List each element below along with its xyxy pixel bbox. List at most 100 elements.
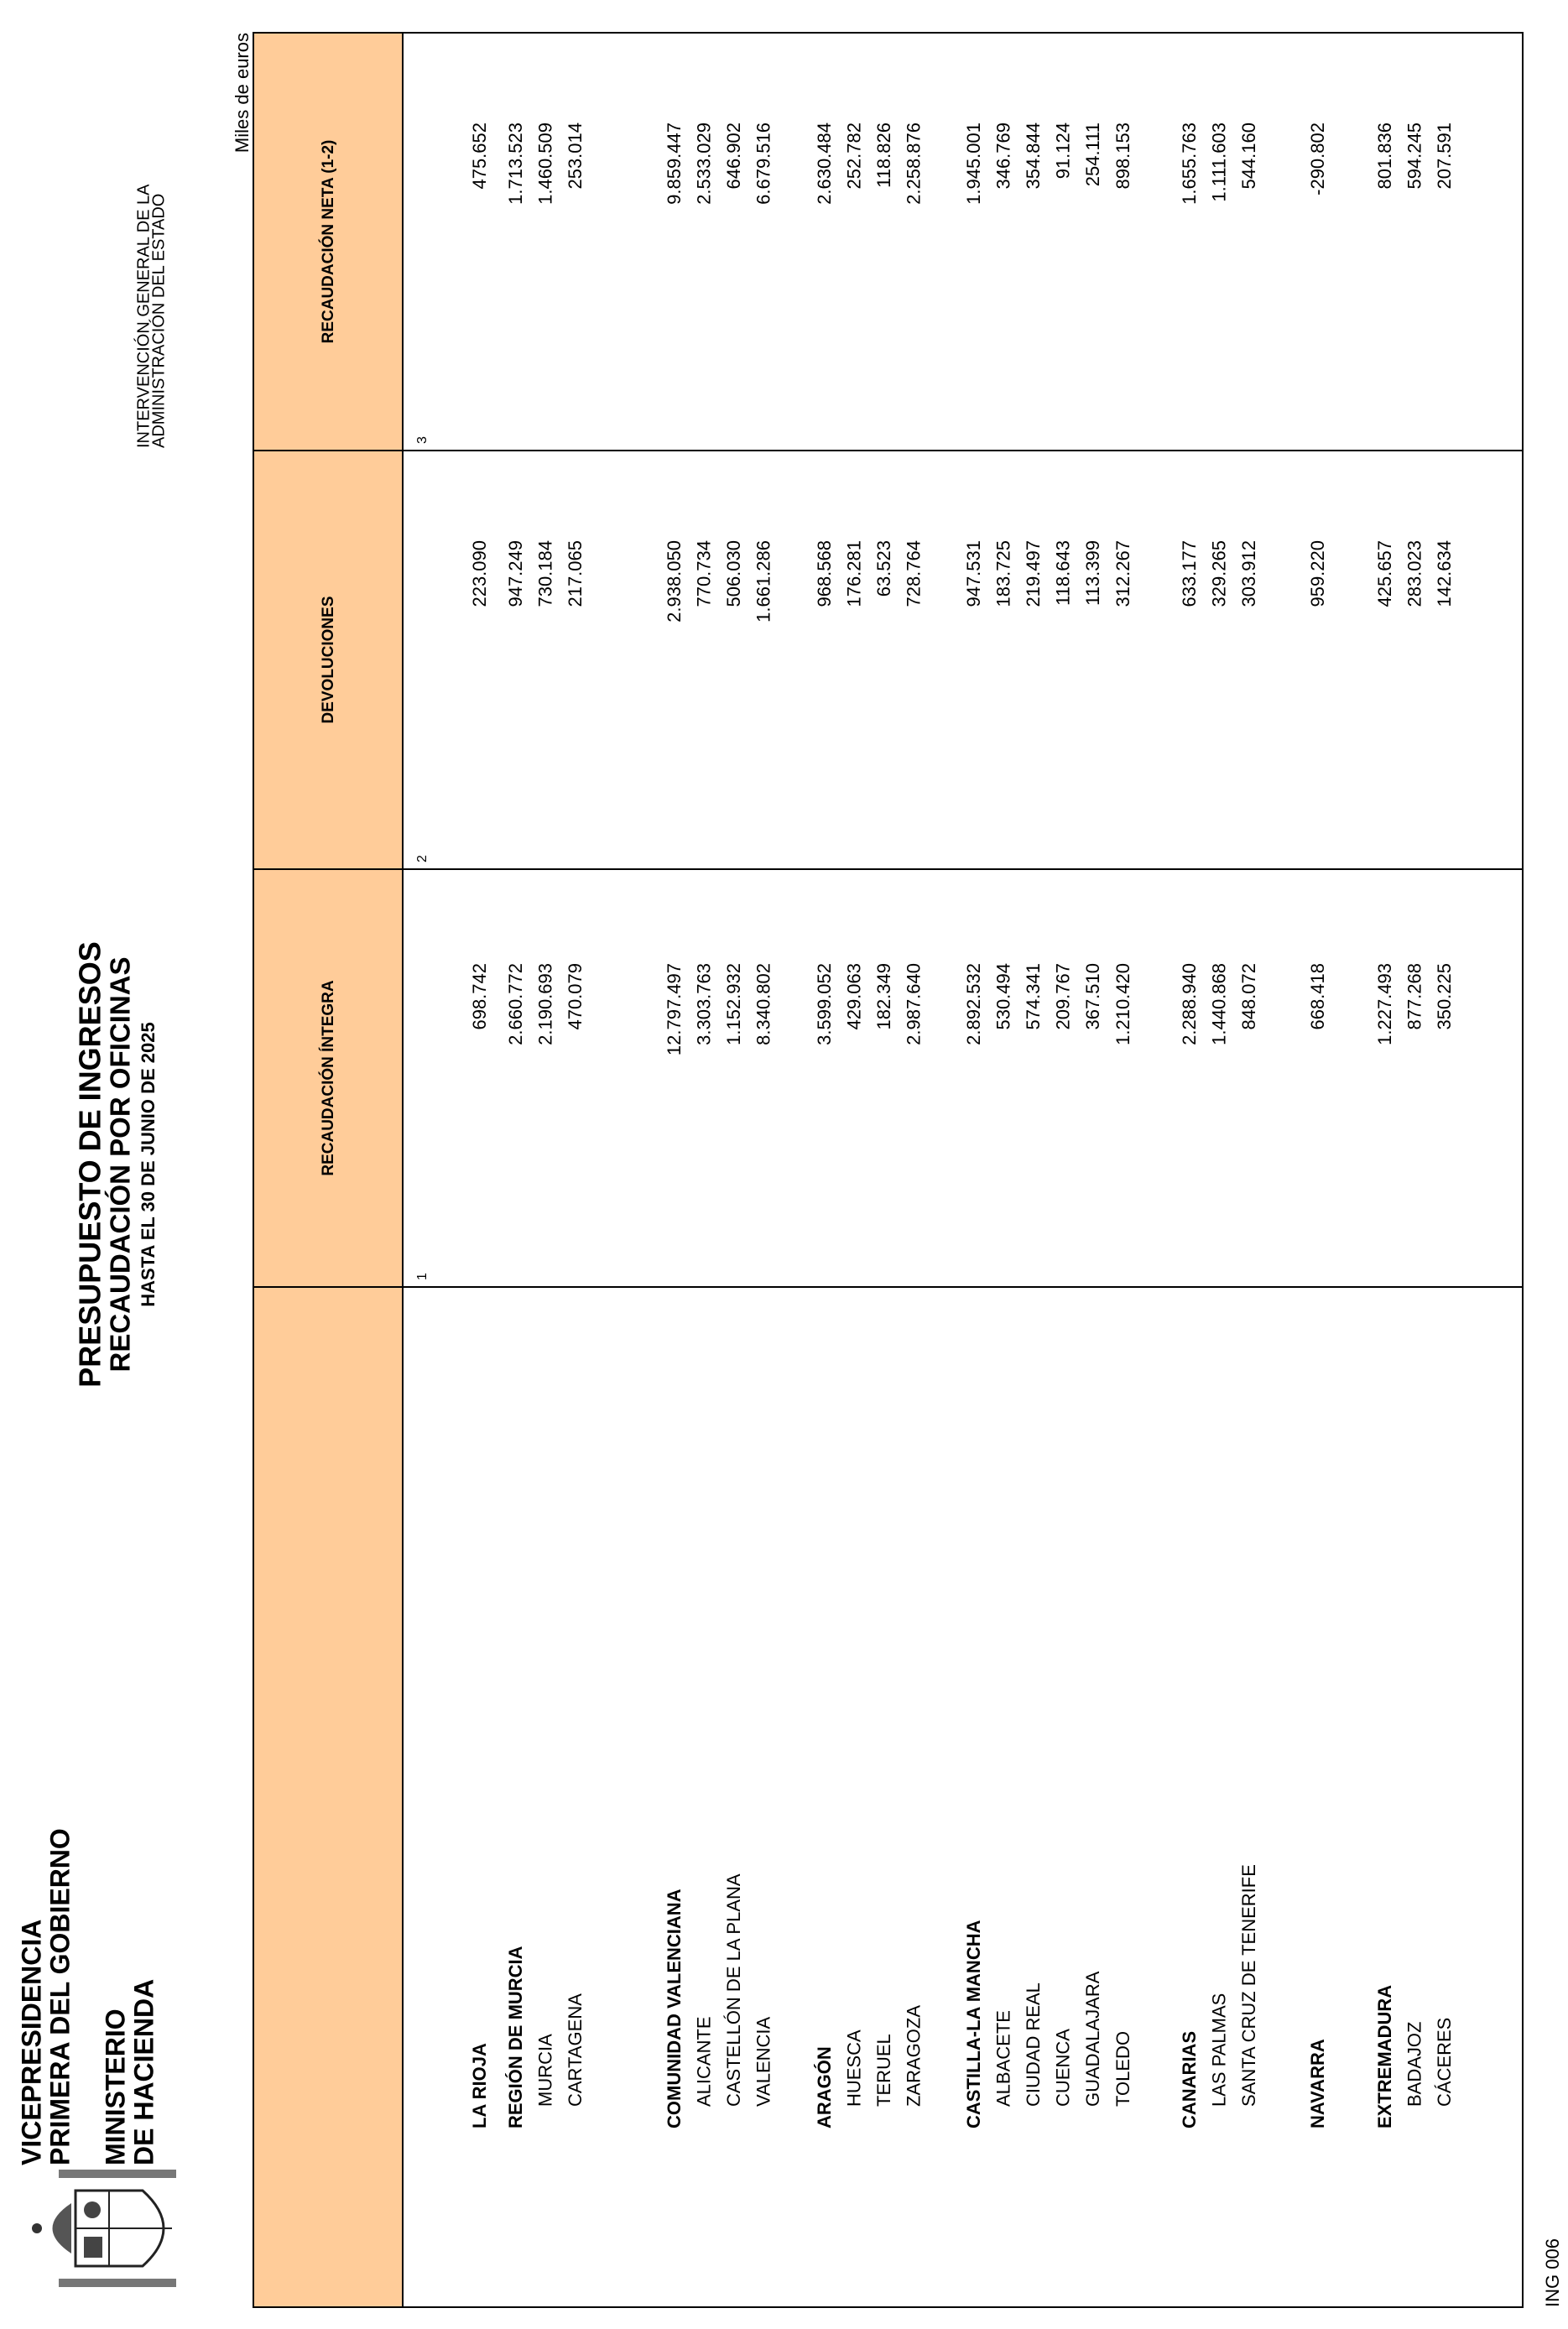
amount: 730.184 bbox=[534, 540, 555, 607]
amount: 176.281 bbox=[843, 540, 864, 607]
amount: 530.494 bbox=[992, 963, 1013, 1030]
amount: 947.531 bbox=[963, 540, 984, 607]
amount: 968.568 bbox=[814, 540, 835, 607]
amount: 219.497 bbox=[1023, 540, 1044, 607]
office-label: CÁCERES bbox=[1434, 2018, 1455, 2107]
amount: 1.713.523 bbox=[505, 122, 526, 205]
amount: 183.725 bbox=[992, 540, 1013, 607]
column-number: 1 bbox=[415, 1273, 430, 1280]
amount: 312.267 bbox=[1112, 540, 1133, 607]
agency-line: ADMINISTRACIÓN DEL ESTADO bbox=[148, 194, 168, 448]
amount: 9.859.447 bbox=[664, 122, 685, 205]
amount: 475.652 bbox=[469, 122, 490, 190]
amount: 253.014 bbox=[565, 122, 586, 190]
group-label: NAVARRA bbox=[1307, 2039, 1328, 2128]
office-label: SANTA CRUZ DE TENERIFE bbox=[1238, 1864, 1259, 2107]
lion bbox=[84, 2201, 101, 2218]
column-number: 2 bbox=[415, 855, 430, 862]
crown-cross bbox=[32, 2223, 42, 2233]
amount: 947.249 bbox=[505, 540, 526, 607]
column-header: RECAUDACIÓN ÍNTEGRA bbox=[319, 980, 337, 1176]
amount: 1.152.932 bbox=[723, 963, 744, 1045]
column-number: 3 bbox=[415, 436, 430, 444]
footer: ING 006 bbox=[1542, 2238, 1563, 2307]
amount: 3.303.763 bbox=[693, 963, 714, 1045]
amount: 354.844 bbox=[1023, 122, 1044, 190]
amount: 252.782 bbox=[843, 122, 864, 190]
amount: 12.797.497 bbox=[664, 963, 685, 1055]
amount: 367.510 bbox=[1082, 963, 1103, 1030]
amount: 254.111 bbox=[1082, 122, 1103, 186]
amount: 2.938.050 bbox=[664, 540, 685, 623]
office-label: MURCIA bbox=[534, 2034, 555, 2107]
amount: -290.802 bbox=[1307, 122, 1328, 195]
amount: 2.892.532 bbox=[963, 963, 984, 1045]
group-label: COMUNIDAD VALENCIANA bbox=[664, 1889, 685, 2128]
amount: 346.769 bbox=[992, 122, 1013, 190]
crown bbox=[52, 2203, 71, 2253]
subtitle: RECAUDACIÓN POR OFICINAS bbox=[105, 956, 136, 1372]
agency-line: INTERVENCIÓN GENERAL DE LA bbox=[133, 184, 153, 448]
office-label: CIUDAD REAL bbox=[1023, 1983, 1044, 2107]
office-label: TOLEDO bbox=[1112, 2031, 1133, 2107]
amount: 118.826 bbox=[873, 122, 894, 188]
units: Miles de euros bbox=[232, 33, 253, 153]
amount: 1.227.493 bbox=[1374, 963, 1395, 1045]
pillar bbox=[59, 2170, 176, 2178]
amount: 646.902 bbox=[723, 122, 744, 190]
date-line: HASTA EL 30 DE JUNIO DE 2025 bbox=[138, 1022, 159, 1307]
column-header: DEVOLUCIONES bbox=[320, 596, 337, 723]
amount: 182.349 bbox=[873, 963, 894, 1030]
amount: 425.657 bbox=[1374, 540, 1395, 607]
amount: 1.111.603 bbox=[1208, 122, 1229, 202]
amount: 429.063 bbox=[843, 963, 864, 1030]
group-label: LA RIOJA bbox=[469, 2043, 490, 2128]
amount: 633.177 bbox=[1179, 540, 1200, 607]
office-label: CARTAGENA bbox=[565, 1993, 586, 2107]
amount: 506.030 bbox=[723, 540, 744, 607]
amount: 63.523 bbox=[873, 540, 894, 597]
emblem bbox=[32, 2170, 176, 2287]
amount: 1.661.286 bbox=[753, 540, 774, 623]
amount: 113.399 bbox=[1082, 540, 1103, 606]
office-label: VALENCIA bbox=[753, 2016, 774, 2107]
office-label: ALBACETE bbox=[992, 2010, 1013, 2107]
group-label: CANARIAS bbox=[1179, 2031, 1200, 2128]
amount: 898.153 bbox=[1112, 122, 1133, 190]
amount: 142.634 bbox=[1434, 540, 1455, 607]
amount: 698.742 bbox=[469, 963, 490, 1030]
office-label: GUADALAJARA bbox=[1082, 1971, 1103, 2107]
shield-division bbox=[76, 2191, 172, 2266]
group-label: REGIÓN DE MURCIA bbox=[505, 1946, 526, 2128]
amount: 8.340.802 bbox=[753, 963, 774, 1045]
table-border bbox=[253, 32, 1524, 2308]
ministry-line: MINISTERIO bbox=[100, 2009, 130, 2165]
amount: 668.418 bbox=[1307, 963, 1328, 1030]
office-label: BADAJOZ bbox=[1404, 2022, 1425, 2107]
amount: 848.072 bbox=[1238, 963, 1259, 1030]
amount: 544.160 bbox=[1238, 122, 1259, 190]
amount: 574.341 bbox=[1023, 963, 1044, 1030]
amount: 1.440.868 bbox=[1208, 963, 1229, 1045]
amount: 217.065 bbox=[565, 540, 586, 607]
amount: 1.210.420 bbox=[1112, 963, 1133, 1045]
amount: 2.987.640 bbox=[904, 963, 925, 1045]
office-label: CUENCA bbox=[1053, 2029, 1074, 2107]
office-label: HUESCA bbox=[843, 2029, 864, 2107]
amount: 2.630.484 bbox=[814, 122, 835, 205]
amount: 1.460.509 bbox=[534, 122, 555, 205]
amount: 91.124 bbox=[1053, 122, 1074, 179]
amount: 329.265 bbox=[1208, 540, 1229, 607]
amount: 3.599.052 bbox=[814, 963, 835, 1045]
office-label: TERUEL bbox=[873, 2034, 894, 2107]
amount: 207.591 bbox=[1434, 122, 1455, 190]
group-label: EXTREMADURA bbox=[1374, 1985, 1395, 2128]
ministry-line: DE HACIENDA bbox=[128, 1979, 159, 2165]
amount: 2.258.876 bbox=[904, 122, 925, 205]
amount: 2.190.693 bbox=[534, 963, 555, 1045]
amount: 2.533.029 bbox=[693, 122, 714, 205]
amount: 350.225 bbox=[1434, 963, 1455, 1030]
